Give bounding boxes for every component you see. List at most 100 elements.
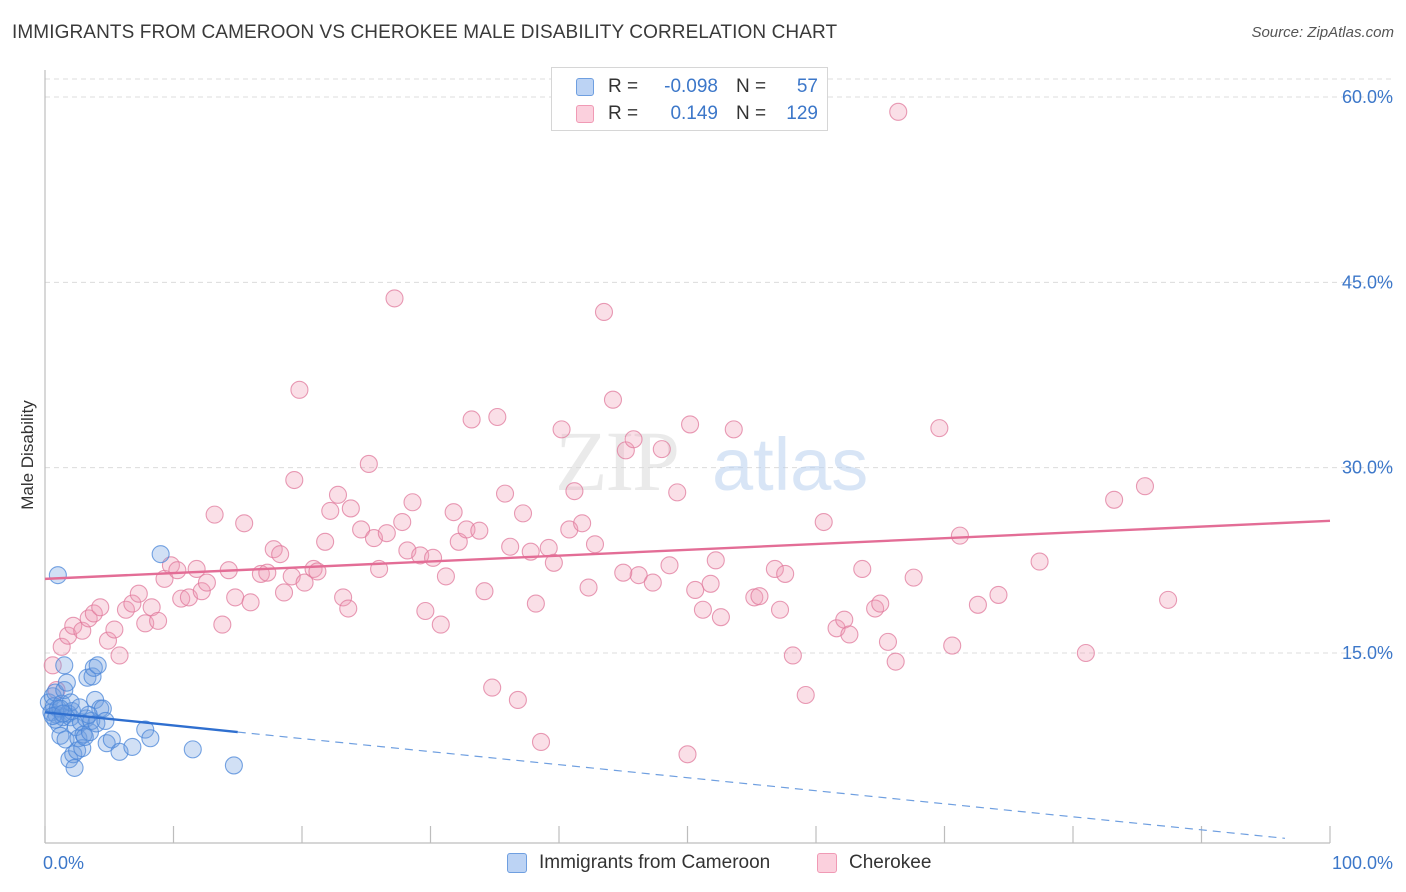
data-point — [52, 637, 71, 656]
data-point — [765, 559, 784, 579]
bottom-legend-label: Immigrants from Cameroon — [539, 852, 771, 873]
data-point — [488, 407, 507, 427]
data-point — [462, 410, 481, 429]
y-tick-label: 60.0% — [1342, 87, 1393, 107]
data-point — [444, 503, 463, 522]
data-point — [416, 601, 435, 621]
data-point — [579, 578, 598, 597]
correlation-legend: R = -0.098 N = 57 R = 0.149 N = 129 — [551, 67, 828, 131]
data-point — [681, 415, 700, 434]
data-point — [359, 454, 378, 474]
data-point — [321, 501, 340, 520]
data-point — [930, 419, 949, 438]
y-tick-label: 30.0% — [1342, 458, 1393, 478]
data-point — [573, 514, 592, 533]
data-point — [614, 563, 633, 582]
data-point — [1105, 490, 1124, 509]
data-point — [508, 690, 527, 710]
data-point — [1076, 643, 1095, 663]
data-point — [377, 524, 396, 543]
trend-lines — [44, 519, 1331, 839]
data-point — [57, 673, 76, 692]
chart-title: IMMIGRANTS FROM CAMEROON VS CHEROKEE MAL… — [12, 22, 838, 43]
data-point — [56, 730, 75, 749]
bottom-legend-cameroon: Immigrants from Cameroon — [507, 852, 770, 874]
data-point — [105, 620, 124, 639]
data-point — [295, 573, 314, 592]
bottom-swatch-cameroon — [507, 853, 527, 873]
data-point — [123, 737, 142, 756]
data-point — [475, 582, 494, 601]
data-point — [531, 732, 551, 752]
data-point — [652, 440, 671, 459]
legend-n-value: 129 — [786, 103, 818, 124]
data-point — [224, 756, 243, 775]
data-point — [565, 482, 584, 501]
data-point — [55, 656, 74, 675]
data-point — [339, 599, 358, 618]
data-point — [853, 559, 872, 579]
data-point — [385, 289, 404, 308]
data-point — [711, 608, 730, 627]
data-point — [197, 573, 216, 592]
data-point — [693, 600, 712, 619]
data-point — [151, 545, 170, 564]
bottom-swatch-cherokee — [817, 853, 837, 873]
data-point — [235, 514, 254, 533]
data-point — [183, 740, 202, 759]
data-point — [1030, 552, 1049, 571]
data-point — [403, 493, 422, 512]
data-point — [149, 611, 168, 630]
data-point — [701, 574, 720, 593]
data-point — [129, 584, 148, 603]
legend-r-value: 0.149 — [670, 103, 718, 124]
data-point — [968, 595, 987, 614]
data-point — [871, 594, 890, 613]
trend-line-cameroon-extension — [237, 731, 1286, 839]
data-point — [643, 573, 662, 592]
data-point — [783, 646, 802, 665]
data-point — [1159, 590, 1178, 609]
data-point — [168, 561, 187, 580]
data-point — [904, 568, 923, 587]
source-label: Source: ZipAtlas.com — [1251, 24, 1394, 41]
data-point — [950, 526, 969, 545]
y-tick-label: 45.0% — [1342, 272, 1393, 292]
data-point — [172, 589, 191, 608]
legend-r-label: R = — [608, 103, 639, 124]
data-point — [226, 588, 245, 607]
data-point — [706, 551, 725, 570]
data-point — [258, 563, 277, 582]
data-point — [136, 720, 155, 739]
data-point — [213, 615, 232, 634]
tick-labels: 15.0% 30.0% 45.0% 60.0% 0.0% 100.0% — [43, 87, 1393, 873]
data-point — [73, 739, 92, 758]
watermark: ZIP atlas — [555, 413, 868, 509]
legend-row-cameroon: R = -0.098 N = 57 — [576, 74, 818, 100]
data-point — [878, 632, 898, 651]
data-point — [98, 631, 118, 650]
data-point — [205, 505, 224, 524]
data-point — [431, 615, 450, 634]
data-point — [585, 535, 605, 554]
data-point — [750, 587, 769, 606]
data-point — [64, 616, 83, 635]
data-point — [483, 678, 502, 697]
data-point — [552, 420, 571, 439]
data-point — [192, 582, 211, 601]
data-point — [526, 594, 545, 613]
watermark-zip: ZIP — [555, 413, 678, 509]
legend-n-value: 57 — [796, 76, 818, 97]
data-point — [123, 594, 142, 613]
x-tick-label: 0.0% — [43, 853, 84, 873]
series-cameroon — [39, 545, 243, 777]
data-point — [796, 685, 815, 705]
trend-line-cherokee — [44, 519, 1331, 581]
data-point — [513, 504, 533, 523]
data-point — [271, 545, 290, 564]
bottom-legend-label: Cherokee — [849, 852, 932, 873]
data-point — [91, 598, 110, 617]
data-point — [48, 566, 67, 585]
legend-swatch-cherokee — [576, 105, 594, 123]
bottom-legend-cherokee: Cherokee — [817, 852, 931, 874]
